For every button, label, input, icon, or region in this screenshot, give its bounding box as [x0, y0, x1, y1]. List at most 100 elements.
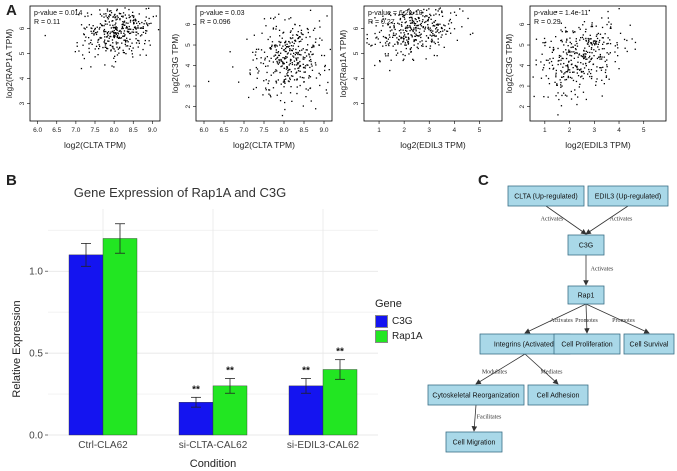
scatter-point	[450, 12, 452, 14]
scatter-point	[106, 32, 109, 34]
scatter-point	[589, 42, 592, 44]
x-tick-label: 2	[402, 127, 406, 134]
scatter-point	[402, 37, 404, 39]
scatter-point	[574, 44, 576, 46]
scatter-point	[552, 49, 555, 52]
scatter-point	[420, 22, 422, 25]
scatter-point	[278, 54, 281, 57]
scatter-point	[123, 35, 126, 37]
scatter-point	[601, 48, 604, 50]
scatter-point	[614, 51, 616, 53]
scatter-point	[256, 77, 258, 79]
scatter-point	[597, 46, 599, 48]
scatter-point	[447, 23, 450, 25]
scatter-point	[433, 21, 435, 23]
scatter-point	[603, 41, 605, 43]
scatter-point	[393, 23, 395, 25]
scatter-point	[253, 34, 255, 36]
scatter-point	[606, 64, 608, 66]
scatter-point	[284, 19, 286, 21]
scatter-point	[592, 63, 594, 66]
edge-label: Promotes	[612, 318, 635, 324]
scatter-point	[295, 51, 297, 54]
scatter-point	[283, 49, 285, 51]
scatter-point	[575, 65, 577, 67]
scatter-point	[310, 100, 312, 102]
scatter-point	[275, 44, 277, 46]
scatter-point	[585, 40, 588, 42]
scatter-point	[89, 42, 92, 44]
scatter-point	[292, 55, 294, 57]
scatter-point	[126, 25, 128, 28]
scatter-point	[585, 28, 587, 30]
scatter-point	[569, 54, 571, 57]
scatter-point	[583, 57, 585, 60]
scatter-point	[574, 52, 576, 55]
scatter-point	[255, 51, 257, 53]
scatter-point	[78, 14, 80, 16]
edge-integrins-to-cytoskel	[475, 353, 526, 385]
scatter-point	[111, 39, 114, 41]
scatter-point	[269, 47, 271, 49]
scatter-point	[561, 76, 563, 78]
scatter-point	[117, 42, 119, 44]
scatter-point	[574, 93, 576, 96]
scatter-point	[263, 18, 266, 20]
scatter-point	[401, 25, 403, 27]
scatter-point	[115, 27, 117, 30]
scatter-point	[594, 43, 596, 45]
scatter-point	[576, 65, 578, 67]
scatter-point	[564, 94, 567, 96]
scatter-point	[261, 32, 263, 34]
scatter-point	[413, 44, 415, 46]
scatter-point	[290, 53, 292, 55]
scatter-point	[284, 108, 286, 111]
scatter-point	[411, 34, 413, 37]
scatter-point	[592, 40, 595, 42]
scatter-point	[540, 77, 543, 79]
scatter-point	[560, 59, 562, 61]
scatter-point	[128, 48, 130, 50]
scatter-point	[437, 10, 439, 12]
scatter-point	[590, 47, 593, 49]
scatter-point	[403, 11, 405, 13]
scatter-point	[424, 26, 427, 28]
scatter-point	[461, 26, 463, 28]
scatter-point	[432, 33, 434, 35]
edge-rap1-to-integrins	[524, 303, 587, 334]
scatter-point	[395, 54, 398, 56]
scatter-point	[310, 58, 312, 61]
scatter-point	[583, 67, 586, 69]
scatter-point	[400, 51, 402, 53]
scatter-point	[296, 64, 298, 66]
scatter-point	[545, 59, 548, 61]
legend-title: Gene	[375, 298, 402, 310]
scatter-point	[591, 44, 593, 46]
scatter-point	[562, 51, 565, 53]
node-label-rap1: Rap1	[578, 293, 595, 300]
scatter-point	[386, 40, 388, 42]
scatter-point	[582, 70, 584, 73]
scatter-point	[274, 44, 276, 46]
scatter-point	[580, 76, 582, 78]
x-tick-label: 6.5	[219, 127, 228, 134]
scatter-point	[135, 34, 137, 36]
significance-marker: **	[192, 384, 200, 395]
scatter-point	[547, 77, 550, 80]
scatter-point	[103, 13, 105, 15]
y-tick-label: 4	[353, 76, 360, 80]
node-prolif	[553, 333, 621, 355]
scatter-point	[581, 75, 583, 77]
scatter-point	[563, 44, 565, 46]
scatter-point	[559, 79, 561, 81]
scatter-point	[427, 24, 429, 26]
scatter-point	[535, 38, 538, 40]
scatter-point	[146, 30, 148, 32]
scatter-point	[284, 50, 286, 53]
scatter-point	[366, 38, 368, 40]
scatter-point	[405, 26, 407, 28]
scatter-point	[553, 48, 555, 50]
scatter-point	[103, 41, 105, 43]
scatter-point	[321, 39, 323, 41]
scatter-point	[283, 67, 285, 69]
